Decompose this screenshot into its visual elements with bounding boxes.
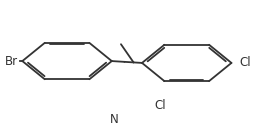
Text: Cl: Cl [239,56,251,69]
Text: Cl: Cl [155,99,166,112]
Text: Br: Br [5,55,18,68]
Text: N: N [110,113,119,126]
